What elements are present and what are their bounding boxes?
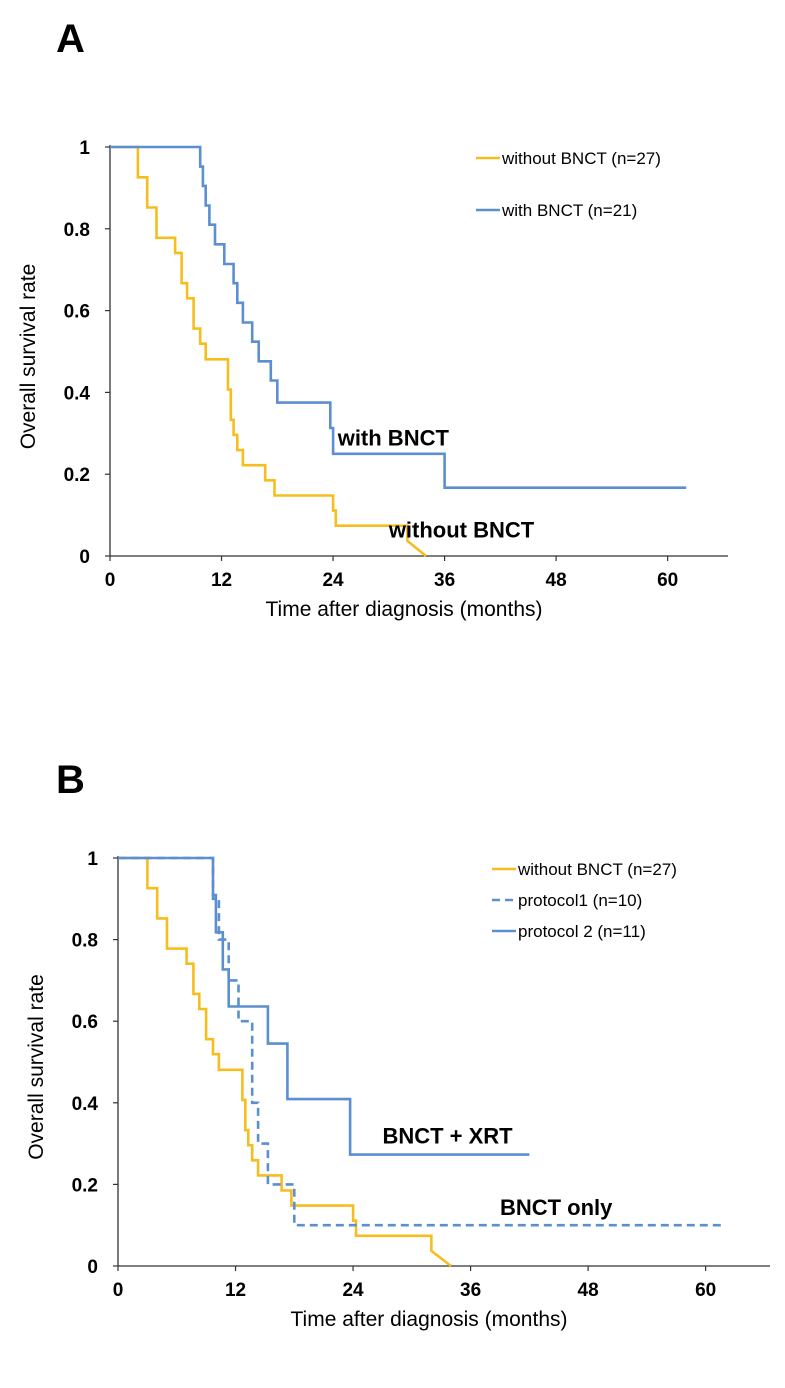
panel-a-y-axis-title: Overall survival rate: [17, 264, 40, 450]
panel-b-y-tick-label: 1: [87, 849, 98, 870]
panel-b-x-tick-label: 60: [695, 1280, 716, 1301]
panel-a-x-tick-label: 60: [657, 570, 678, 591]
panel-a-series-with-bnct-n-21: [110, 145, 687, 490]
panel-a-x-tick-label: 0: [105, 570, 116, 591]
panel-a-y-tick-label: 0.6: [64, 302, 90, 323]
panel-b-y-axis-title: Overall survival rate: [25, 974, 48, 1160]
panel-b-x-tick-label: 36: [460, 1280, 481, 1301]
panel-a-y-tick-label: 0.4: [64, 383, 91, 404]
panel-b-x-tick-label: 0: [113, 1280, 124, 1301]
panel-a-x-tick-label: 24: [322, 570, 344, 591]
panel-b-legend-label: without BNCT (n=27): [517, 860, 677, 879]
panel-a-annotation-with-bnct: with BNCT: [337, 426, 450, 451]
panel-a-x-tick-label: 36: [434, 570, 455, 591]
panel-a-y-tick-label: 0.8: [64, 220, 90, 241]
panel-b-y-tick-label: 0.6: [72, 1012, 98, 1033]
chart-panel-a: 0 0.2 0.4 0.6 0.8 1 0 12 24 36 48 60 Time after diag…: [17, 138, 728, 621]
panel-b-x-tick-label: 24: [342, 1280, 364, 1301]
panel-b-series-without-bnct-n-27: [118, 856, 452, 1268]
panel-b-y-tick-label: 0: [87, 1257, 98, 1278]
panel-a-y-tick-label: 0: [79, 547, 90, 568]
panel-b-legend-label: protocol1 (n=10): [518, 891, 642, 910]
panel-a-legend-label: with BNCT (n=21): [501, 201, 637, 220]
panel-b-x-axis-title: Time after diagnosis (months): [291, 1308, 568, 1331]
panel-b-annotation-bnct-xrt: BNCT + XRT: [382, 1124, 513, 1149]
panel-a-y-tick-label: 1: [79, 138, 90, 159]
panel-b-x-tick-label: 48: [578, 1280, 599, 1301]
panel-a-x-axis-title: Time after diagnosis (months): [266, 598, 543, 621]
panel-b-series-protocol1-n-10: [118, 856, 726, 1227]
panel-a-legend-label: without BNCT (n=27): [501, 149, 661, 168]
panel-b-y-tick-label: 0.8: [72, 931, 98, 952]
panel-b-series-protocol-2-n-11: [118, 856, 530, 1156]
panel-label-b: B: [56, 758, 85, 802]
chart-panel-b: 0 0.2 0.4 0.6 0.8 1 0 12 24 36 48 60 Time after diag…: [25, 849, 770, 1331]
panel-a-annotation-without-bnct: without BNCT: [388, 518, 535, 543]
panel-b-legend-label: protocol 2 (n=11): [518, 922, 646, 941]
panel-b-y-tick-label: 0.2: [72, 1175, 98, 1196]
panel-b-y-tick-label: 0.4: [72, 1094, 99, 1115]
panel-a-y-tick-label: 0.2: [64, 465, 90, 486]
panel-a-series-without-bnct-n-27: [110, 145, 427, 558]
panel-a-x-tick-label: 48: [546, 570, 567, 591]
panel-b-annotation-bnct-only: BNCT only: [500, 1195, 613, 1220]
panel-label-a: A: [56, 17, 85, 61]
panel-b-x-tick-label: 12: [225, 1280, 246, 1301]
panel-a-x-tick-label: 12: [211, 570, 232, 591]
